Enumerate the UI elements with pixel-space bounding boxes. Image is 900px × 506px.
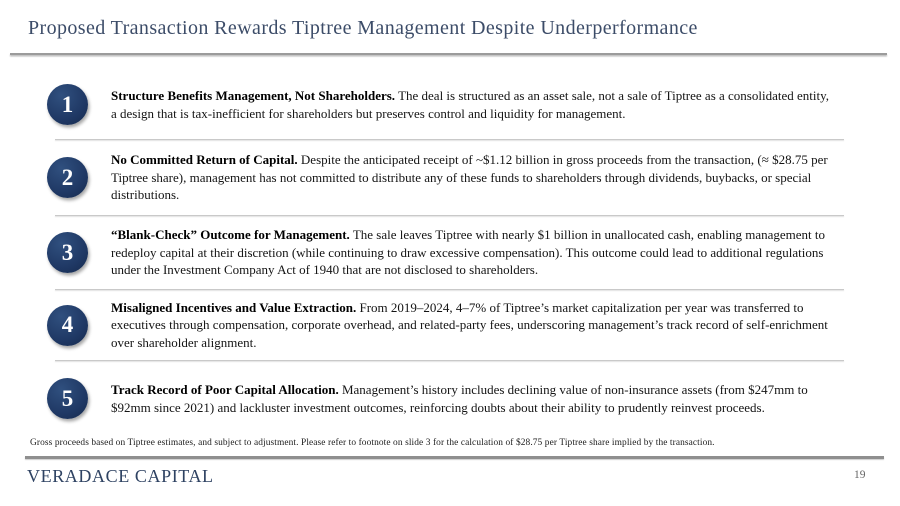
point-lead-2: No Committed Return of Capital.: [111, 152, 298, 168]
section-divider: [55, 139, 844, 140]
point-text-3: “Blank-Check” Outcome for Management. Th…: [111, 226, 837, 278]
badge-number: 2: [61, 164, 74, 190]
point-body-5: Management’s history includes declining …: [111, 382, 808, 415]
page-number: 19: [854, 469, 866, 481]
point-text-5: Track Record of Poor Capital Allocation.…: [111, 381, 837, 416]
point-lead-5: Track Record of Poor Capital Allocation.: [111, 382, 339, 398]
section-divider: [55, 215, 844, 216]
badge-number: 1: [61, 91, 74, 117]
point-lead-4: Misaligned Incentives and Value Extracti…: [111, 299, 357, 315]
number-badge-1: 1: [47, 84, 88, 125]
list-item-2: 2 No Committed Return of Capital. Despit…: [0, 140, 900, 215]
point-body-4: From 2019–2024, 4–7% of Tiptree’s market…: [111, 299, 828, 350]
point-body-3: The sale leaves Tiptree with nearly $1 b…: [111, 227, 826, 278]
point-body-1: The deal is structured as an asset sale,…: [111, 88, 829, 121]
number-badge-3: 3: [47, 232, 88, 273]
number-badge-5: 5: [47, 378, 88, 419]
points-list: 1 Structure Benefits Management, Not Sha…: [0, 70, 900, 436]
point-lead-1: Structure Benefits Management, Not Share…: [111, 88, 396, 104]
number-badge-4: 4: [47, 304, 88, 346]
company-logo-text: VERADACE CAPITAL: [27, 466, 214, 486]
number-badge-2: 2: [47, 157, 88, 198]
badge-number: 3: [61, 239, 74, 265]
badge-number: 4: [61, 312, 74, 337]
point-text-2: No Committed Return of Capital. Despite …: [111, 151, 837, 203]
footer-divider-line: [25, 456, 884, 459]
point-text-1: Structure Benefits Management, Not Share…: [111, 87, 837, 122]
section-divider: [55, 289, 844, 290]
list-item-1: 1 Structure Benefits Management, Not Sha…: [0, 70, 900, 139]
list-item-4: 4 Misaligned Incentives and Value Extrac…: [0, 290, 900, 360]
point-body-2: Despite the anticipated receipt of ~$1.1…: [111, 152, 828, 203]
point-lead-3: “Blank-Check” Outcome for Management.: [111, 227, 350, 243]
footnote: Gross proceeds based on Tiptree estimate…: [30, 438, 715, 448]
list-item-3: 3 “Blank-Check” Outcome for Management. …: [0, 216, 900, 289]
slide-title: Proposed Transaction Rewards Tiptree Man…: [28, 17, 698, 39]
title-divider-line: [10, 53, 887, 55]
list-item-5: 5 Track Record of Poor Capital Allocatio…: [0, 361, 900, 436]
badge-number: 5: [61, 385, 74, 411]
section-divider: [55, 360, 844, 361]
point-text-4: Misaligned Incentives and Value Extracti…: [111, 299, 837, 351]
